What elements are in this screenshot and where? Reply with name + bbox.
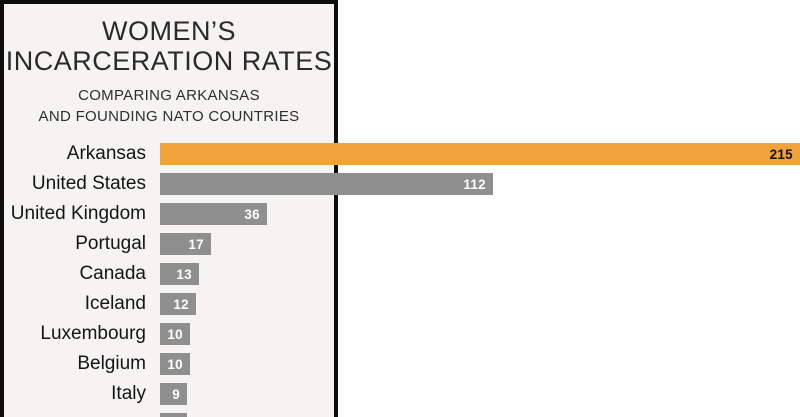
chart-row: Belgium 10 <box>0 353 800 375</box>
category-label: United Kingdom <box>10 203 146 224</box>
bar: 36 <box>160 203 267 225</box>
chart-row: Iceland 12 <box>0 293 800 315</box>
chart-row: Arkansas 215 <box>0 143 800 165</box>
chart-row: Portugal 17 <box>0 233 800 255</box>
chart-row: Luxembourg 10 <box>0 323 800 345</box>
bar: 112 <box>160 173 493 195</box>
title-line-1: WOMEN’S <box>102 16 236 46</box>
subtitle-line-1: COMPARING ARKANSAS <box>78 87 260 104</box>
title-block: WOMEN’S INCARCERATION RATES COMPARING AR… <box>4 16 334 127</box>
value-label: 12 <box>173 296 189 312</box>
value-label: 10 <box>167 326 183 342</box>
value-label: 10 <box>167 356 183 372</box>
chart-title: WOMEN’S INCARCERATION RATES <box>4 16 334 76</box>
value-label: 36 <box>244 206 260 222</box>
value-label: 9 <box>172 386 180 402</box>
category-label: Belgium <box>77 353 146 374</box>
value-label: 215 <box>769 146 793 162</box>
title-panel: WOMEN’S INCARCERATION RATES COMPARING AR… <box>0 0 338 417</box>
category-label: Canada <box>79 263 146 284</box>
value-label: 112 <box>463 176 486 192</box>
value-label: 17 <box>188 236 204 252</box>
category-label: Italy <box>111 383 146 404</box>
chart-row: United Kingdom 36 <box>0 203 800 225</box>
bar-cut-off <box>160 413 187 417</box>
category-label: Arkansas <box>66 143 146 164</box>
bar: 12 <box>160 293 196 315</box>
chart-subtitle: COMPARING ARKANSAS AND FOUNDING NATO COU… <box>4 85 334 127</box>
bar: 17 <box>160 233 211 255</box>
chart-row: Canada 13 <box>0 263 800 285</box>
chart-row: Italy 9 <box>0 383 800 405</box>
bar: 13 <box>160 263 199 285</box>
category-label: Luxembourg <box>40 323 146 344</box>
category-label: United States <box>31 173 146 194</box>
value-label: 13 <box>176 266 192 282</box>
category-label: Portugal <box>75 233 146 254</box>
bar: 10 <box>160 323 190 345</box>
chart-row: United States 112 <box>0 173 800 195</box>
category-label: Iceland <box>84 293 146 314</box>
bar: 10 <box>160 353 190 375</box>
title-line-2: INCARCERATION RATES <box>5 46 333 76</box>
subtitle-line-2: AND FOUNDING NATO COUNTRIES <box>38 108 300 125</box>
bar: 215 <box>160 143 800 165</box>
bar: 9 <box>160 383 187 405</box>
